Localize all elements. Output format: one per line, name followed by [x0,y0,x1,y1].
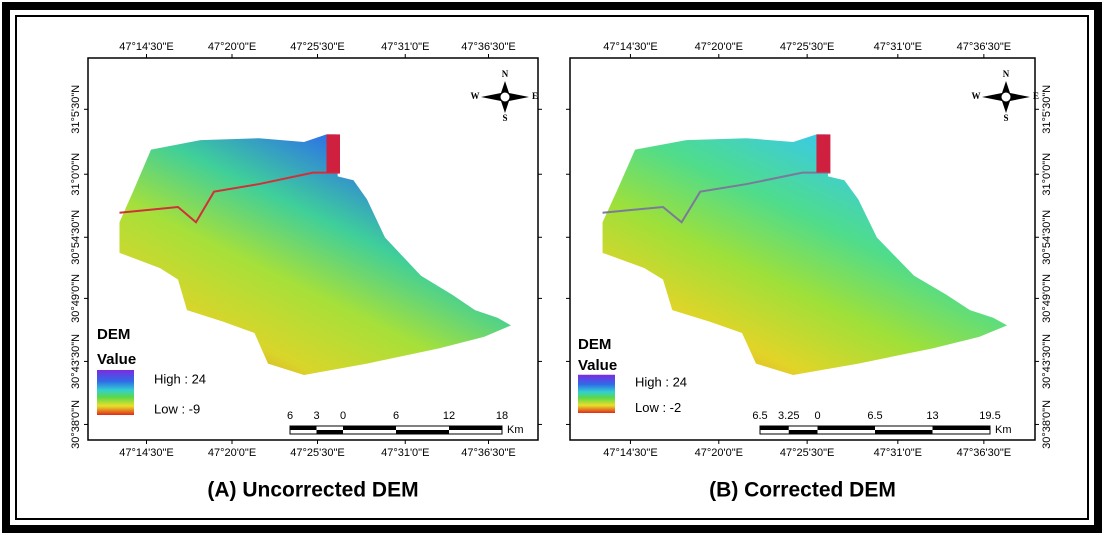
map-panel: 47°14'30"E 47°14'30"E 47°20'0"E 47°20'0"E 47… [566,41,1053,502]
scale-segment [789,430,818,434]
lat-label: 31°5'30"N [70,85,82,134]
scale-label: 12 [443,410,455,422]
scale-label: 3 [313,410,319,422]
scale-label: 19.5 [979,410,1000,422]
compass-e: E [1033,91,1039,101]
scale-segment [396,430,449,434]
scale-label: 6.5 [867,410,882,422]
scale-label: 13 [926,410,938,422]
lon-label-top: 47°25'30"E [290,41,344,53]
scale-segment [875,430,933,434]
lon-label-top: 47°36'30"E [461,41,515,53]
lat-label: 30°38'0"N [1041,400,1053,449]
panel-title: (A) Uncorrected DEM [207,479,418,502]
lat-label: 31°0'0"N [1041,153,1053,196]
lat-label: 30°38'0"N [70,400,82,449]
scale-unit: Km [995,424,1012,436]
scale-label: 6.5 [752,410,767,422]
lon-label-bottom: 47°25'30"E [290,447,344,459]
figure: 47°14'30"E 47°14'30"E 47°20'0"E 47°20'0"E 47… [0,0,1104,535]
map-panel: 47°14'30"E 47°14'30"E 47°20'0"E 47°20'0"E 47… [70,41,542,502]
lon-label-top: 47°14'30"E [603,41,657,53]
lon-label-top: 47°36'30"E [957,41,1011,53]
lon-label-top: 47°25'30"E [780,41,834,53]
legend-subtitle: Value [97,351,136,368]
legend-title: DEM [97,326,130,343]
red-zone [327,134,341,172]
compass-center [1001,92,1011,102]
legend-high: High : 24 [154,371,206,386]
lon-label-bottom: 47°20'0"E [695,447,743,459]
scale-segment [760,426,789,430]
compass-center [500,92,510,102]
lat-label: 30°43'30"N [70,334,82,389]
red-zone [816,134,830,172]
compass-w: W [972,91,981,101]
lat-label: 30°54'30"N [70,210,82,265]
scale-label: 6 [287,410,293,422]
legend-low: Low : -2 [635,400,681,415]
legend-low: Low : -9 [154,401,200,416]
legend-ramp [578,375,615,413]
lon-label-bottom: 47°36'30"E [461,447,515,459]
lon-label-bottom: 47°14'30"E [603,447,657,459]
scale-label: 6 [393,410,399,422]
lon-label-top: 47°31'0"E [874,41,922,53]
lon-label-top: 47°20'0"E [695,41,743,53]
legend-title: DEM [578,336,611,353]
compass-s: S [502,113,507,123]
lat-label: 30°49'0"N [1041,274,1053,323]
panel-title: (B) Corrected DEM [709,479,896,502]
lon-label-bottom: 47°31'0"E [381,447,429,459]
lon-label-bottom: 47°14'30"E [119,447,173,459]
legend-ramp [97,370,134,415]
scale-segment [290,426,317,430]
lon-label-bottom: 47°31'0"E [874,447,922,459]
lon-label-bottom: 47°25'30"E [780,447,834,459]
scale-segment [818,426,876,430]
compass-n: N [502,69,509,79]
lat-label: 30°49'0"N [70,274,82,323]
lat-label: 30°54'30"N [1041,210,1053,265]
compass-w: W [471,91,480,101]
lat-label: 30°43'30"N [1041,334,1053,389]
legend-high: High : 24 [635,375,687,390]
lat-label: 31°0'0"N [70,153,82,196]
scale-segment [317,430,344,434]
scale-segment [343,426,396,430]
scale-label: 18 [496,410,508,422]
scale-label: 0 [814,410,820,422]
scale-segment [449,426,502,430]
lon-label-bottom: 47°20'0"E [208,447,256,459]
compass-e: E [532,91,538,101]
scale-segment [933,426,991,430]
scale-unit: Km [507,424,524,436]
scale-label: 0 [340,410,346,422]
scale-label: 3.25 [778,410,799,422]
lat-label: 31°5'30"N [1041,85,1053,134]
lon-label-top: 47°14'30"E [119,41,173,53]
lon-label-top: 47°20'0"E [208,41,256,53]
compass-s: S [1003,113,1008,123]
lon-label-top: 47°31'0"E [381,41,429,53]
lon-label-bottom: 47°36'30"E [957,447,1011,459]
compass-n: N [1003,69,1010,79]
legend-subtitle: Value [578,357,617,374]
